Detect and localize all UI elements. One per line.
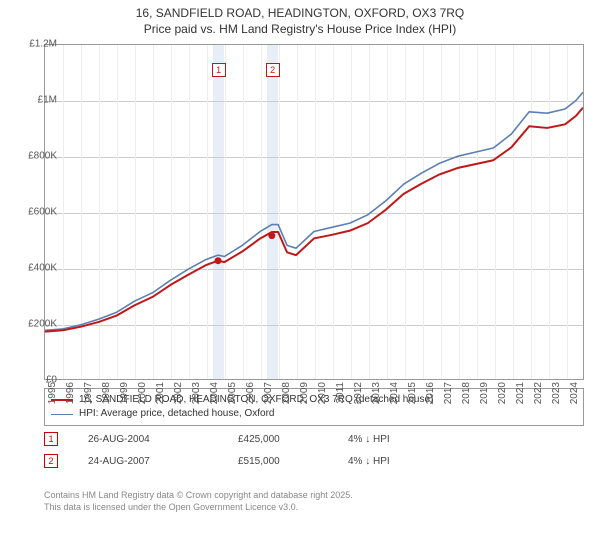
sale-date: 24-AUG-2007 <box>88 456 208 467</box>
x-axis-label: 2019 <box>479 382 490 412</box>
sale-point <box>268 232 275 239</box>
x-axis-label: 2024 <box>569 382 580 412</box>
y-axis-label: £800K <box>17 151 57 162</box>
x-axis-label: 2012 <box>353 382 364 412</box>
title-subtitle: Price paid vs. HM Land Registry's House … <box>0 22 600 38</box>
sale-price: £425,000 <box>238 434 318 445</box>
x-axis-label: 2006 <box>245 382 256 412</box>
sale-point <box>215 257 222 264</box>
x-axis-label: 2000 <box>137 382 148 412</box>
x-axis-label: 2004 <box>209 382 220 412</box>
title-address: 16, SANDFIELD ROAD, HEADINGTON, OXFORD, … <box>0 6 600 22</box>
y-axis-label: £1.2M <box>17 39 57 50</box>
x-axis-label: 1995 <box>47 382 58 412</box>
chart-plot-area: 12 <box>44 44 584 380</box>
x-axis-label: 2003 <box>191 382 202 412</box>
footer-line2: This data is licensed under the Open Gov… <box>44 502 584 514</box>
x-axis-label: 2023 <box>551 382 562 412</box>
x-axis-label: 1997 <box>83 382 94 412</box>
x-axis-label: 2001 <box>155 382 166 412</box>
x-axis-label: 2013 <box>371 382 382 412</box>
chart-lines-svg <box>45 45 583 379</box>
x-axis-label: 2016 <box>425 382 436 412</box>
footer-line1: Contains HM Land Registry data © Crown c… <box>44 490 584 502</box>
x-axis-label: 2011 <box>335 382 346 412</box>
x-axis-label: 2009 <box>299 382 310 412</box>
x-axis-label: 2010 <box>317 382 328 412</box>
footer: Contains HM Land Registry data © Crown c… <box>44 490 584 513</box>
y-axis-label: £600K <box>17 207 57 218</box>
x-axis-label: 2020 <box>497 382 508 412</box>
series-hpi <box>45 92 583 330</box>
x-axis-label: 2015 <box>407 382 418 412</box>
sale-price: £515,000 <box>238 456 318 467</box>
sale-diff: 4% ↓ HPI <box>348 434 428 445</box>
x-axis-label: 2022 <box>533 382 544 412</box>
callout-marker: 2 <box>266 63 280 77</box>
y-axis-label: £400K <box>17 263 57 274</box>
x-axis-label: 2008 <box>281 382 292 412</box>
title-block: 16, SANDFIELD ROAD, HEADINGTON, OXFORD, … <box>0 0 600 39</box>
sale-row: 1 26-AUG-2004 £425,000 4% ↓ HPI <box>44 432 584 446</box>
x-axis-label: 2007 <box>263 382 274 412</box>
x-axis-label: 2021 <box>515 382 526 412</box>
legend-swatch <box>51 414 73 415</box>
x-axis-label: 2017 <box>443 382 454 412</box>
y-axis-label: £1M <box>17 95 57 106</box>
x-axis-label: 2005 <box>227 382 238 412</box>
sale-diff: 4% ↓ HPI <box>348 456 428 467</box>
sale-row: 2 24-AUG-2007 £515,000 4% ↓ HPI <box>44 454 584 468</box>
y-axis-label: £200K <box>17 319 57 330</box>
sale-date: 26-AUG-2004 <box>88 434 208 445</box>
x-axis-label: 2014 <box>389 382 400 412</box>
x-axis-label: 1996 <box>65 382 76 412</box>
sale-row-marker: 2 <box>44 454 58 468</box>
x-axis-label: 1999 <box>119 382 130 412</box>
chart-container: 16, SANDFIELD ROAD, HEADINGTON, OXFORD, … <box>0 0 600 560</box>
callout-marker: 1 <box>212 63 226 77</box>
sale-row-marker: 1 <box>44 432 58 446</box>
x-axis-label: 2002 <box>173 382 184 412</box>
x-axis-label: 1998 <box>101 382 112 412</box>
x-axis-label: 2018 <box>461 382 472 412</box>
